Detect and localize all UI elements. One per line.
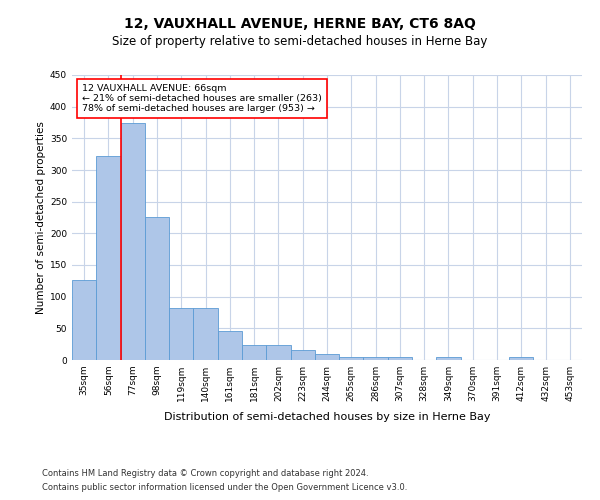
X-axis label: Distribution of semi-detached houses by size in Herne Bay: Distribution of semi-detached houses by … xyxy=(164,412,490,422)
Bar xyxy=(339,357,364,360)
Bar xyxy=(72,280,96,360)
Bar xyxy=(315,354,339,360)
Bar xyxy=(436,357,461,360)
Text: Contains HM Land Registry data © Crown copyright and database right 2024.: Contains HM Land Registry data © Crown c… xyxy=(42,468,368,477)
Bar xyxy=(242,346,266,360)
Text: Size of property relative to semi-detached houses in Herne Bay: Size of property relative to semi-detach… xyxy=(112,35,488,48)
Bar xyxy=(388,357,412,360)
Text: 12, VAUXHALL AVENUE, HERNE BAY, CT6 8AQ: 12, VAUXHALL AVENUE, HERNE BAY, CT6 8AQ xyxy=(124,18,476,32)
Bar xyxy=(290,350,315,360)
Bar xyxy=(169,308,193,360)
Text: Contains public sector information licensed under the Open Government Licence v3: Contains public sector information licen… xyxy=(42,484,407,492)
Bar xyxy=(121,122,145,360)
Text: 12 VAUXHALL AVENUE: 66sqm
← 21% of semi-detached houses are smaller (263)
78% of: 12 VAUXHALL AVENUE: 66sqm ← 21% of semi-… xyxy=(82,84,322,114)
Bar xyxy=(509,357,533,360)
Bar xyxy=(218,331,242,360)
Bar xyxy=(145,217,169,360)
Bar xyxy=(96,156,121,360)
Bar xyxy=(266,346,290,360)
Bar xyxy=(364,357,388,360)
Bar xyxy=(193,308,218,360)
Y-axis label: Number of semi-detached properties: Number of semi-detached properties xyxy=(36,121,46,314)
